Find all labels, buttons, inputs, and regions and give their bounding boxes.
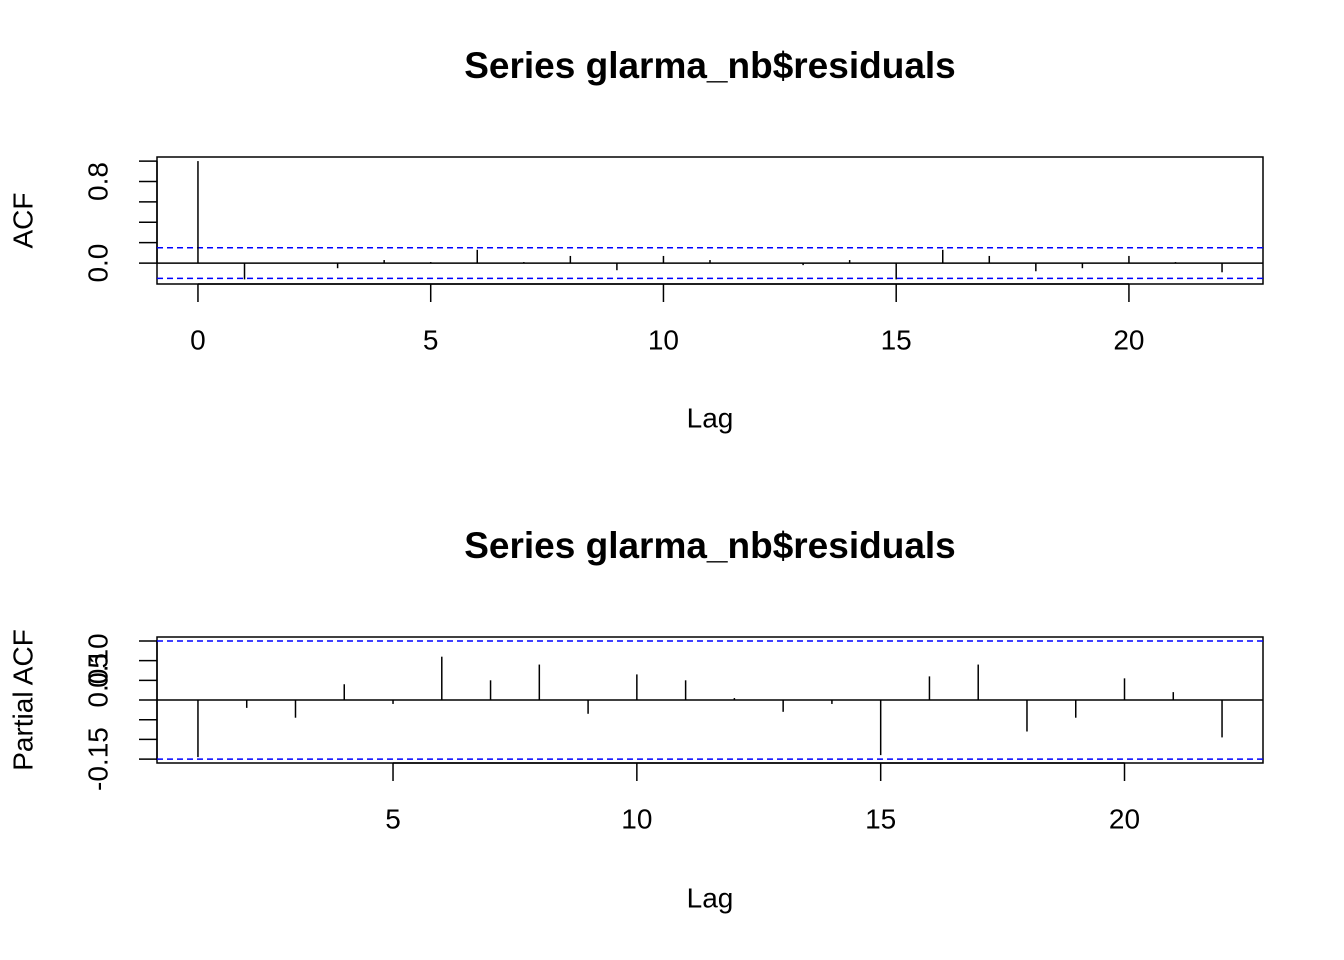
x-tick-label: 20: [1113, 324, 1144, 355]
x-tick-label: 10: [648, 324, 679, 355]
y-tick-label: 0.8: [82, 162, 113, 201]
x-axis-label: Lag: [687, 882, 734, 913]
x-tick-label: 15: [865, 803, 896, 834]
y-axis-label: Partial ACF: [7, 629, 38, 771]
y-axis-label: ACF: [7, 193, 38, 249]
x-tick-label: 20: [1109, 803, 1140, 834]
x-tick-label: 5: [385, 803, 401, 834]
x-axis-label: Lag: [687, 402, 734, 433]
y-tick-label: 0.05: [82, 653, 113, 708]
x-tick-label: 5: [423, 324, 439, 355]
y-tick-label: 0.10: [82, 633, 113, 688]
x-tick-label: 10: [621, 803, 652, 834]
x-tick-label: 0: [190, 324, 206, 355]
y-tick-label: -0.15: [82, 727, 113, 791]
x-tick-label: 15: [881, 324, 912, 355]
chart-title: Series glarma_nb$residuals: [464, 525, 956, 566]
y-tick-label: 0.0: [82, 244, 113, 283]
chart-title: Series glarma_nb$residuals: [464, 45, 956, 86]
plot-frame: [156, 156, 1264, 285]
